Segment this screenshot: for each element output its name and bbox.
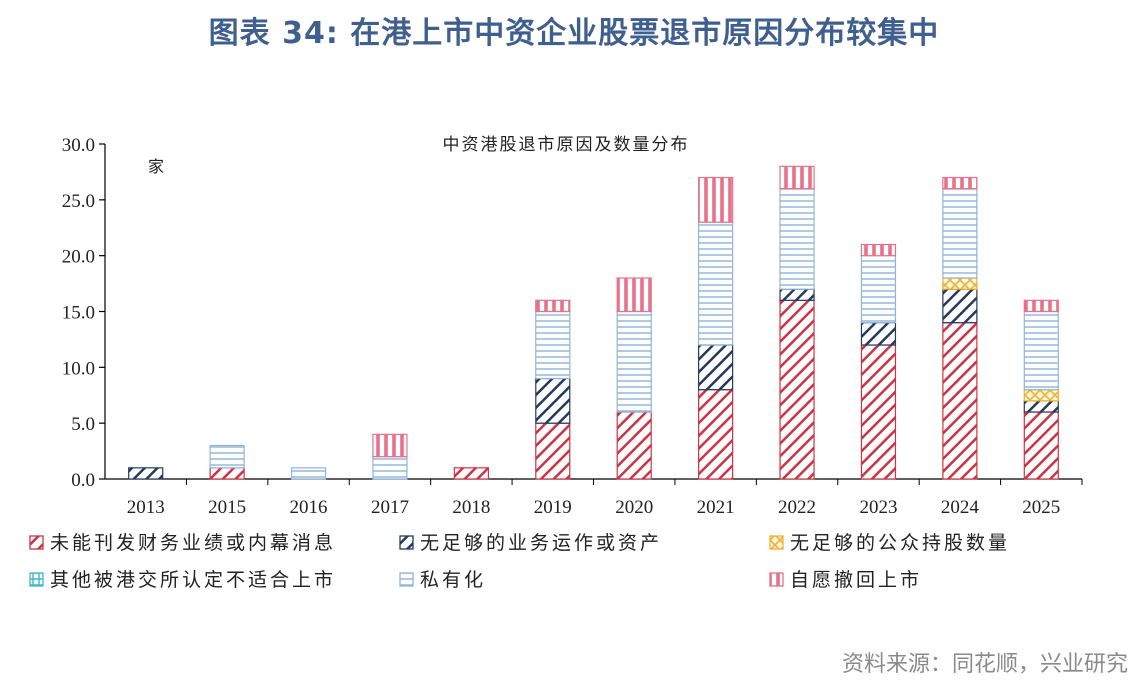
chart-title: 中资港股退市原因及数量分布	[443, 135, 690, 155]
x-tick-label: 2018	[452, 497, 490, 518]
x-tick-label: 2013	[127, 497, 165, 518]
legend: 未能刊发财务业绩或内幕消息 无足够的业务运作或资产 无足够的公众持股数量其他被港交所…	[29, 532, 1010, 591]
source-note: 资料来源：同花顺，兴业研究	[841, 652, 1128, 677]
y-ticks: 0.0 5.0 10.0 15.0 20.0 25.0 30.0	[62, 135, 105, 491]
bar-segment	[698, 344, 734, 391]
figure-title: 图表 34: 在港上市中资企业股票退市原因分布较集中	[208, 16, 940, 51]
bar-segment	[372, 433, 408, 458]
y-tick-label: 20.0	[62, 247, 95, 268]
legend-label: 其他被港交所认定不适合上市	[50, 569, 336, 591]
bar-segment	[616, 277, 652, 313]
x-tick-label: 2019	[534, 497, 572, 518]
legend-swatch	[399, 572, 414, 587]
bar-segment	[942, 277, 978, 290]
bar-segment	[779, 188, 815, 290]
bar-segment	[860, 243, 897, 257]
legend-label: 私有化	[420, 569, 486, 591]
bar-segment	[128, 467, 164, 480]
bar-segment	[535, 377, 571, 424]
bar-segment	[616, 310, 652, 413]
bar-segment	[290, 467, 327, 480]
x-tick-label: 2025	[1022, 497, 1060, 518]
stacked-bar-chart: 中资港股退市原因及数量分布 家 0.0 5.0 10.0 15.0 20.0 25.0 30…	[29, 135, 1083, 591]
x-tick-label: 2023	[859, 497, 897, 518]
bar-segment	[1023, 411, 1059, 480]
bar-segment	[453, 467, 489, 480]
bar-segment	[616, 411, 652, 480]
legend-swatch	[769, 535, 784, 550]
bar-segment	[942, 288, 978, 324]
bar-segment	[779, 288, 815, 301]
legend-swatch	[399, 535, 414, 550]
legend-swatch	[769, 572, 784, 587]
x-tick-label: 2020	[615, 497, 653, 518]
y-tick-label: 25.0	[62, 191, 95, 212]
y-tick-label: 15.0	[62, 303, 95, 324]
y-tick-label: 0.0	[71, 470, 95, 491]
bar-segment	[1023, 299, 1059, 313]
bar-segment	[779, 165, 815, 190]
y-tick-label: 10.0	[62, 358, 95, 379]
x-tick-label: 2015	[208, 497, 246, 518]
bar-segment	[942, 188, 978, 279]
bar-segment	[698, 176, 734, 223]
bar-segment	[1023, 389, 1059, 402]
x-tick-label: 2016	[290, 497, 328, 518]
y-tick-label: 5.0	[71, 414, 95, 435]
bars-group	[128, 165, 1059, 480]
bar-segment	[779, 299, 815, 480]
bar-segment	[535, 310, 571, 380]
x-tick-label: 2021	[697, 497, 735, 518]
bar-segment	[860, 255, 897, 324]
bar-segment	[209, 467, 245, 480]
bar-segment	[698, 389, 734, 480]
legend-label: 自愿撤回上市	[790, 569, 922, 591]
x-tick-label: 2017	[371, 497, 409, 518]
bar-segment	[209, 444, 245, 469]
bar-segment	[535, 422, 571, 480]
bar-segment	[535, 299, 571, 313]
legend-swatch	[29, 572, 44, 587]
y-tick-label: 30.0	[62, 135, 95, 156]
unit-label: 家	[148, 157, 164, 176]
bar-segment	[1023, 400, 1059, 413]
x-tick-label: 2022	[778, 497, 816, 518]
bar-segment	[942, 322, 978, 480]
x-tick-labels: 2013 2015 2016 2017 2018 2019 2020 2021 2022 2023…	[127, 479, 1083, 518]
x-tick-label: 2024	[941, 497, 980, 518]
legend-swatch	[29, 535, 44, 550]
bar-segment	[942, 176, 978, 190]
bar-segment	[372, 456, 408, 480]
bar-segment	[1023, 310, 1059, 391]
legend-label: 未能刊发财务业绩或内幕消息	[50, 532, 336, 554]
bar-segment	[860, 344, 897, 480]
bar-segment	[860, 322, 897, 346]
legend-label: 无足够的公众持股数量	[790, 532, 1010, 554]
bar-segment	[698, 221, 734, 346]
legend-label: 无足够的业务运作或资产	[420, 532, 662, 554]
